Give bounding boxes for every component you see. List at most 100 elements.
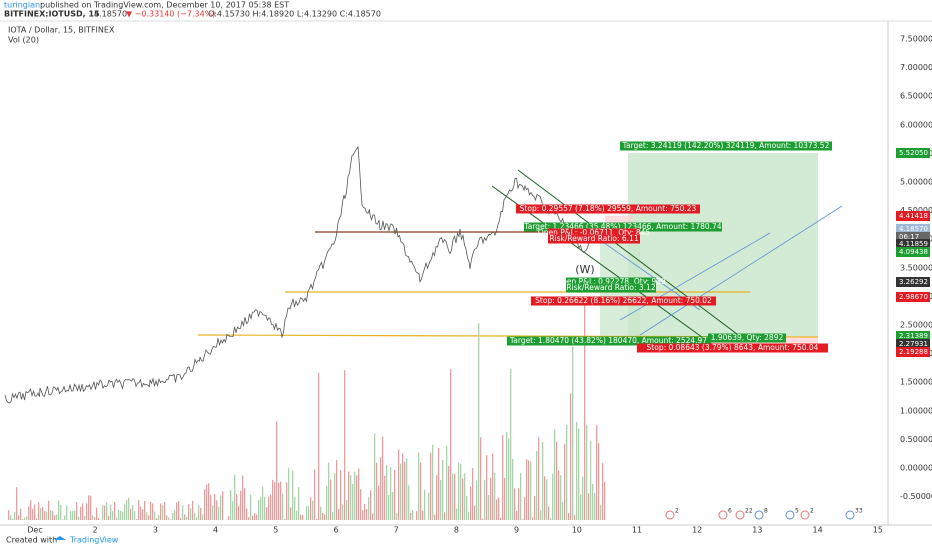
event-count: 8 [764, 508, 768, 515]
volume-bar [136, 518, 138, 520]
volume-bar [158, 514, 160, 520]
volume-bar [108, 515, 110, 520]
annotation-box[interactable] [620, 141, 832, 151]
volume-bar [204, 489, 206, 520]
annotation-box[interactable] [516, 204, 700, 214]
footer-brand[interactable]: TradingView [69, 536, 119, 545]
volume-bar [578, 428, 580, 520]
price-tag [896, 232, 930, 242]
price-tag-label: 5.52050 [899, 149, 928, 157]
annotation-label: Open P&L: 0.92278, Qty: 939 [556, 277, 666, 286]
volume-bar [598, 443, 600, 520]
event-flag[interactable] [785, 510, 795, 520]
volume-bar [518, 488, 520, 520]
volume-bar [256, 514, 258, 520]
price-tag [896, 247, 930, 257]
volume-bar [302, 514, 304, 520]
event-flag[interactable] [718, 510, 728, 520]
price-tag [896, 292, 930, 302]
volume-bar [284, 519, 286, 520]
annotation-box[interactable] [548, 234, 640, 244]
volume-bar [508, 438, 510, 520]
volume-bar [64, 515, 66, 520]
volume-bar [466, 495, 468, 520]
annotation-box[interactable] [548, 228, 640, 238]
volume-bar [320, 506, 322, 520]
volume-bar [386, 464, 388, 520]
volume-bar [54, 515, 56, 520]
volume-bar [446, 446, 448, 520]
volume-bar [472, 468, 474, 520]
annotation-label: Risk/Reward Ratio: 6.11 [549, 234, 638, 243]
price-tag-label: 4.41418 [899, 212, 928, 220]
volume-bar [128, 497, 130, 520]
volume-bar [394, 469, 396, 520]
volume-bar [526, 459, 528, 520]
volume-bar [112, 511, 114, 520]
volume-bar [340, 470, 342, 520]
volume-bar [30, 500, 32, 520]
volume-bar [104, 505, 106, 520]
event-flag[interactable] [735, 510, 745, 520]
volume-bar [70, 511, 72, 520]
volume-bar [476, 480, 478, 520]
event-count: 22 [745, 508, 753, 515]
event-flag[interactable] [665, 510, 675, 520]
annotation-label: Target: 1.80470 (43.82%) 180470, Amount:… [509, 336, 707, 345]
annotation-box[interactable] [566, 277, 656, 287]
volume-bar [218, 506, 220, 520]
volume-bar [534, 495, 536, 520]
annotation-box[interactable] [637, 343, 828, 353]
volume-bar [456, 508, 458, 520]
y-tick-label: 0.50000 [900, 435, 932, 444]
volume-bar [272, 479, 274, 520]
volume-bar [208, 483, 210, 520]
volume-bar [96, 507, 98, 520]
publisher[interactable]: turingian [4, 1, 40, 10]
chart-overlay: 7.500007.000006.500006.000005.500005.000… [27, 35, 932, 535]
event-flag[interactable] [800, 510, 810, 520]
channel-line[interactable] [517, 169, 746, 341]
volume-bar [162, 505, 164, 520]
volume-bar [120, 510, 122, 520]
annotation-label: Risk/Reward Ratio: 3.12 [566, 283, 655, 292]
wave-label: (W) [575, 263, 594, 276]
volume-bar [300, 514, 302, 520]
volume-bar [596, 424, 598, 520]
volume-bar [334, 473, 336, 520]
projection-arrow[interactable] [639, 205, 843, 336]
annotation-box[interactable] [507, 336, 710, 346]
price-series [4, 145, 605, 404]
volume-bar [198, 505, 200, 520]
target-zone[interactable] [628, 153, 818, 336]
annotation-box[interactable] [531, 296, 716, 306]
price-tag [896, 277, 930, 287]
volume-bar [86, 503, 88, 520]
annotation-box[interactable] [524, 222, 722, 232]
volume-bar [72, 510, 74, 520]
event-flag[interactable] [845, 510, 855, 520]
volume-bar [246, 508, 248, 520]
price-tag-label: 4.18570 [899, 225, 928, 233]
volume-bar [362, 510, 364, 520]
volume-bar [12, 518, 14, 520]
volume-bar [442, 459, 444, 520]
volume-bar [200, 507, 202, 520]
volume-bar [346, 500, 348, 520]
volume-bar [436, 474, 438, 520]
volume-bar [292, 470, 294, 520]
volume-bar [92, 515, 94, 520]
event-flag[interactable] [754, 510, 764, 520]
volume-bar [600, 504, 602, 520]
x-tick-label: 4 [213, 526, 218, 535]
volume-bar [370, 490, 372, 520]
annotation-box[interactable] [708, 333, 786, 343]
annotation-box[interactable] [566, 283, 656, 293]
volume-bar [450, 369, 452, 520]
volume-bar [48, 500, 50, 520]
volume-bar [388, 495, 390, 520]
volume-bar [78, 516, 80, 520]
volume-bar [358, 468, 360, 520]
y-tick-label: 0.00000 [900, 464, 932, 473]
x-tick-label: 13 [752, 526, 762, 535]
